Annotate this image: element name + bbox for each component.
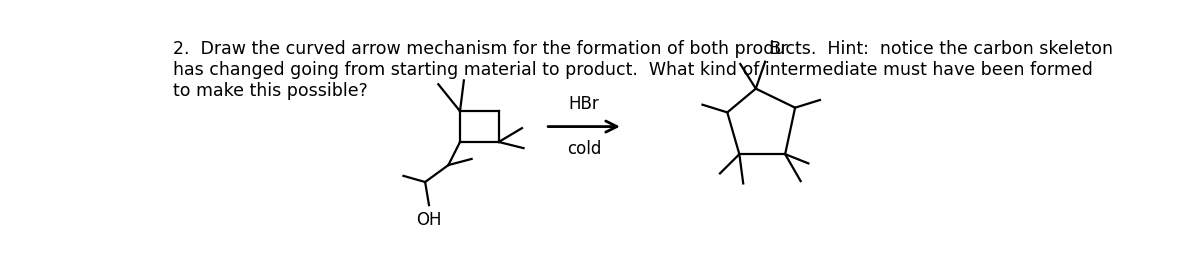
- Text: Br: Br: [768, 40, 788, 58]
- Text: 2.  Draw the curved arrow mechanism for the formation of both products.  Hint:  : 2. Draw the curved arrow mechanism for t…: [173, 40, 1114, 100]
- Text: cold: cold: [566, 140, 601, 158]
- Text: HBr: HBr: [569, 95, 599, 113]
- Text: OH: OH: [416, 211, 442, 229]
